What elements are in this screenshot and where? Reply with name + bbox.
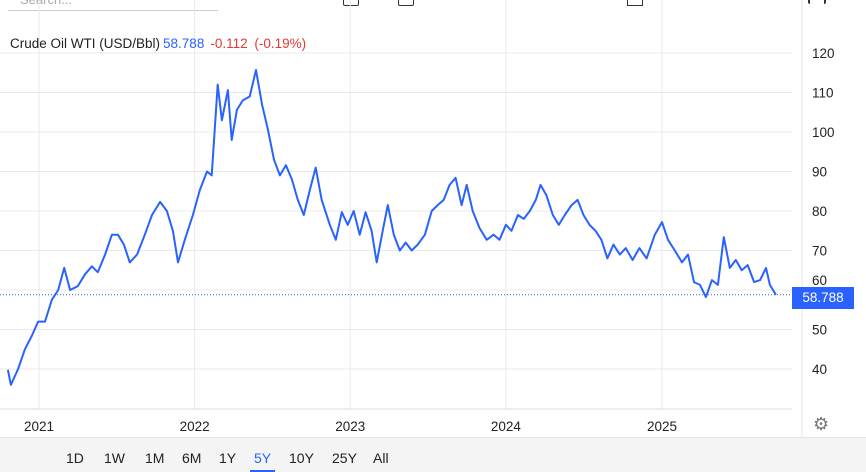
y-tick-label: 100 xyxy=(812,125,835,140)
range-selector: 1D 1W 1M 6M 1Y 5Y 10Y 25Y All xyxy=(0,437,866,472)
x-tick-label: 2021 xyxy=(24,419,54,434)
y-tick-label: 40 xyxy=(812,362,827,377)
toolbar-icon[interactable] xyxy=(627,0,643,6)
y-tick-label: 60 xyxy=(812,273,827,288)
price-change-pct: (-0.19%) xyxy=(254,36,307,51)
fullscreen-icon[interactable] xyxy=(808,0,826,4)
last-price-label: 58.788 xyxy=(792,287,854,309)
y-tick-label: 80 xyxy=(812,204,827,219)
range-1y[interactable]: 1Y xyxy=(219,450,237,466)
x-tick-label: 2025 xyxy=(647,419,677,434)
x-tick-label: 2022 xyxy=(180,419,210,434)
gear-icon[interactable]: ⚙ xyxy=(813,414,830,434)
toolbar-icon[interactable] xyxy=(398,0,414,6)
range-10y[interactable]: 10Y xyxy=(289,450,314,466)
range-1m[interactable]: 1M xyxy=(145,450,165,466)
price-series-line xyxy=(6,69,777,386)
y-tick-label: 110 xyxy=(812,86,834,101)
range-6m[interactable]: 6M xyxy=(182,450,202,466)
instrument-name: Crude Oil WTI (USD/Bbl) xyxy=(10,36,161,51)
toolbar-icon[interactable] xyxy=(343,0,359,6)
last-price: 58.788 xyxy=(163,36,205,51)
x-axis: 2021 2022 2023 2024 2025 xyxy=(24,419,677,434)
range-1w[interactable]: 1W xyxy=(104,450,125,466)
range-all[interactable]: All xyxy=(373,450,389,466)
range-25y[interactable]: 25Y xyxy=(332,450,357,466)
x-tick-label: 2024 xyxy=(491,419,522,434)
grid xyxy=(0,0,792,409)
y-tick-label: 90 xyxy=(812,165,827,180)
chart-legend: Crude Oil WTI (USD/Bbl) 58.788 -0.112 (-0.… xyxy=(10,36,306,51)
y-tick-label: 70 xyxy=(812,244,827,259)
search-input[interactable]: Search... xyxy=(8,0,218,11)
y-tick-label: 120 xyxy=(812,46,835,61)
x-tick-label: 2023 xyxy=(335,419,365,434)
y-tick-label: 50 xyxy=(812,323,827,338)
price-change: -0.112 xyxy=(210,36,248,51)
y-axis: 40 50 60 70 80 90 100 110 120 xyxy=(812,46,835,377)
range-5y[interactable]: 5Y xyxy=(249,450,276,472)
range-1d[interactable]: 1D xyxy=(66,450,84,466)
